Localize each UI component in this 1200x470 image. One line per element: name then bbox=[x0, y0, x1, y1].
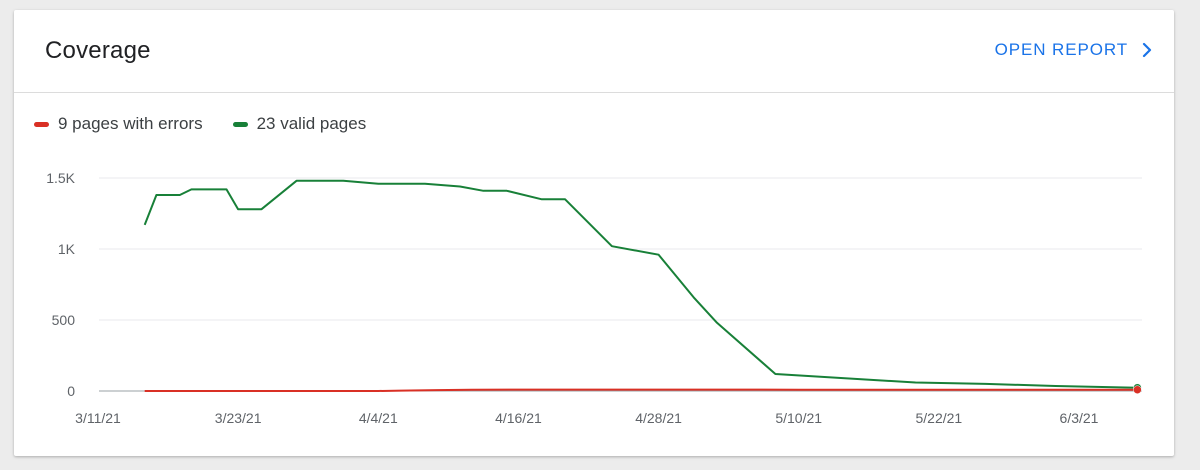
x-tick-label: 6/3/21 bbox=[1060, 410, 1099, 426]
x-tick-label: 5/10/21 bbox=[775, 410, 822, 426]
series-line-valid bbox=[143, 179, 1138, 389]
y-tick-label: 500 bbox=[52, 312, 76, 328]
legend-swatch-valid bbox=[232, 121, 248, 127]
card-header: Coverage OPEN REPORT bbox=[14, 10, 1174, 93]
x-tick-label: 4/16/21 bbox=[495, 410, 542, 426]
x-tick-label: 4/4/21 bbox=[359, 410, 398, 426]
open-report-label: OPEN REPORT bbox=[994, 40, 1128, 59]
series-endpoint-errors bbox=[1133, 385, 1142, 394]
legend-label-valid: 23 valid pages bbox=[256, 114, 367, 133]
legend-item-valid[interactable]: 23 valid pages bbox=[232, 114, 367, 134]
y-tick-label: 0 bbox=[67, 383, 75, 399]
chevron-right-icon bbox=[1142, 42, 1152, 58]
legend-swatch-errors bbox=[34, 121, 49, 127]
open-report-button[interactable]: OPEN REPORT bbox=[995, 40, 1154, 60]
card-title: Coverage bbox=[45, 37, 151, 64]
coverage-card: Coverage OPEN REPORT 9 pages with errors… bbox=[14, 10, 1174, 456]
series-line-errors bbox=[144, 388, 1138, 392]
legend-label-errors: 9 pages with errors bbox=[58, 114, 203, 133]
x-tick-label: 4/28/21 bbox=[635, 410, 682, 426]
legend-item-errors[interactable]: 9 pages with errors bbox=[34, 114, 203, 134]
x-tick-label: 3/23/21 bbox=[215, 410, 262, 426]
y-tick-label: 1K bbox=[58, 241, 76, 257]
chart-legend: 9 pages with errors 23 valid pages bbox=[34, 114, 366, 134]
y-tick-label: 1.5K bbox=[46, 170, 75, 186]
x-tick-label: 5/22/21 bbox=[915, 410, 962, 426]
x-tick-label: 3/11/21 bbox=[75, 410, 121, 426]
coverage-chart: 0 500 1K 1.5K 3/11/21 3/23/21 4/4/21 4/16/21 4/2… bbox=[46, 170, 1142, 426]
